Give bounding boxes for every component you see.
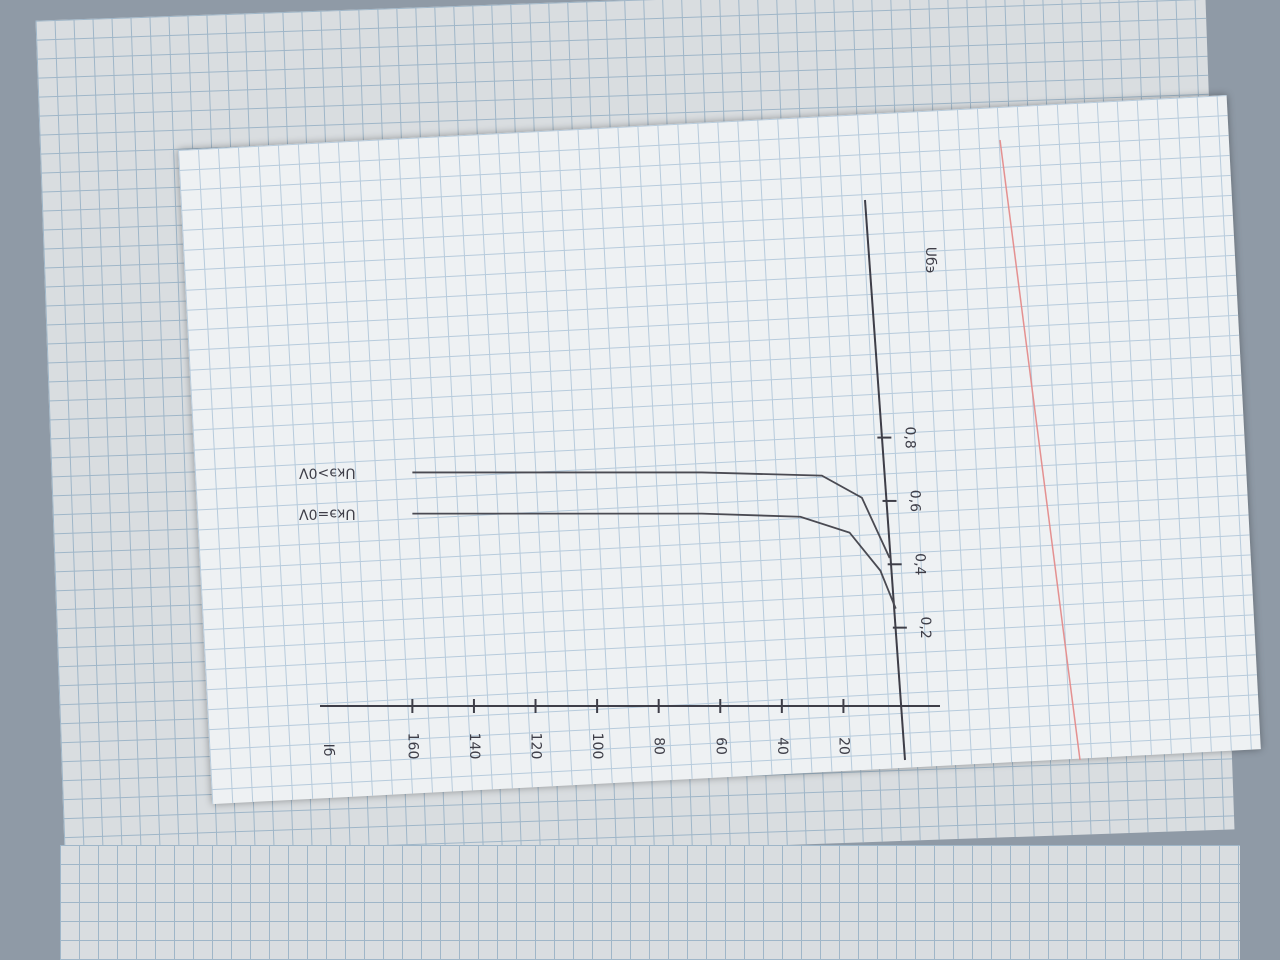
margin-line [999, 139, 1081, 761]
data-line [412, 471, 891, 559]
notebook-page-lower [60, 845, 1240, 960]
x-axis [864, 199, 906, 761]
x-tick-label: 0,4 [912, 553, 928, 575]
y-tick-label: 100 [589, 733, 605, 760]
x-tick-label: 0,6 [907, 490, 923, 512]
x-axis-label: Uбэ [922, 247, 938, 274]
y-tick-label: 120 [528, 733, 544, 760]
data-line [412, 512, 897, 609]
y-tick-label: 160 [404, 733, 420, 760]
y-axis-label: Iб [320, 744, 336, 757]
legend-label: Uкэ>0V [299, 464, 356, 480]
legend-label: Uкэ=0V [299, 506, 356, 522]
y-tick-label: 40 [774, 737, 790, 755]
x-tick-label: 0,8 [901, 426, 917, 448]
y-tick-label: 140 [466, 733, 482, 760]
x-tick-label: 0,2 [917, 617, 933, 639]
y-tick-label: 60 [712, 737, 728, 755]
y-tick-label: 80 [651, 737, 667, 755]
y-tick-label: 20 [835, 737, 851, 755]
